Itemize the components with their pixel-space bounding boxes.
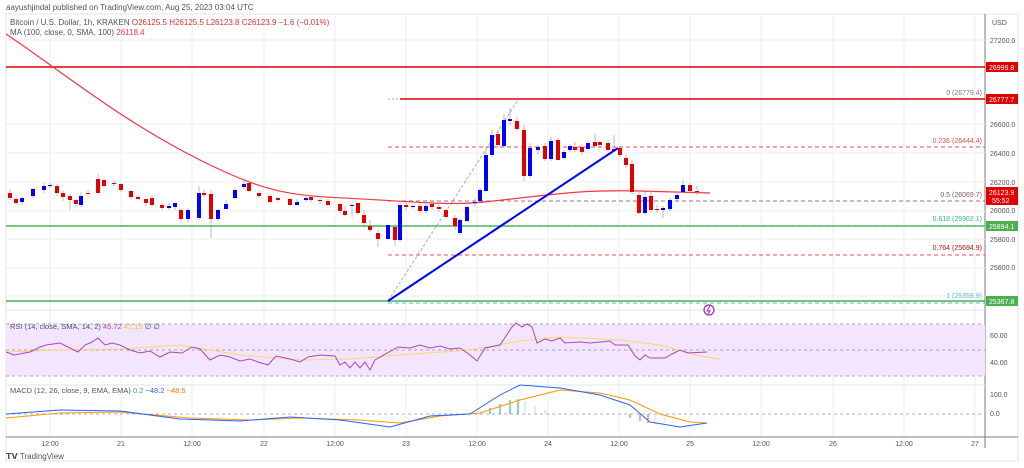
svg-text:12:00: 12:00	[752, 441, 770, 448]
macd-signal-value: −48.5	[166, 386, 186, 395]
svg-text:26123.9: 26123.9	[989, 190, 1014, 197]
svg-text:26777.7: 26777.7	[989, 97, 1014, 104]
rsi-line	[5, 322, 708, 372]
svg-text:40.00: 40.00	[990, 360, 1008, 367]
svg-text:25367.8: 25367.8	[989, 299, 1014, 306]
svg-text:0.0: 0.0	[990, 411, 1000, 418]
svg-text:12:00: 12:00	[183, 441, 201, 448]
svg-text:26: 26	[829, 441, 837, 448]
fib-label-0: 0 (26779.4)	[946, 90, 982, 97]
svg-text:21: 21	[117, 441, 125, 448]
macd-line	[5, 384, 708, 428]
chart-legend: Bitcoin / U.S. Dollar, 1h, KRAKEN O26125…	[10, 18, 329, 38]
tradingview-logo[interactable]: 𝗧𝗩 TradingView	[6, 452, 64, 461]
symbol-label: Bitcoin / U.S. Dollar, 1h, KRAKEN	[10, 18, 130, 27]
time-axis: 12:00 21 12:00 22 12:00 23 12:00 24 12:0…	[41, 441, 979, 448]
rsi-sma-line	[5, 336, 721, 361]
svg-text:55:52: 55:52	[992, 198, 1010, 205]
ma-label: MA (100, close, 0, SMA, 100)	[10, 28, 115, 37]
svg-text:25: 25	[686, 441, 694, 448]
svg-text:27200.0: 27200.0	[990, 38, 1015, 45]
rsi-sma-value: 41.15	[123, 322, 143, 331]
fib-label-1: 1 (25359.9)	[946, 293, 982, 300]
svg-text:USD: USD	[992, 20, 1007, 27]
svg-text:25894.1: 25894.1	[989, 224, 1014, 231]
ma-value: 26118.4	[116, 28, 145, 37]
svg-text:100.0: 100.0	[990, 392, 1008, 399]
svg-text:26400.0: 26400.0	[990, 151, 1015, 158]
fib-label-0764: 0.764 (25694.9)	[933, 245, 982, 252]
publish-caption: aayushjindal published on TradingView.co…	[6, 3, 254, 12]
price-axis: USD 27200.0 26600.0 26400.0 26200.0 2600…	[990, 20, 1015, 418]
candlesticks	[8, 108, 699, 247]
svg-text:25800.0: 25800.0	[990, 237, 1015, 244]
svg-text:27: 27	[971, 441, 979, 448]
rsi-legend: RSI (14, close, SMA, 14, 2) 45.72 41.15 …	[10, 322, 160, 331]
svg-text:12:00: 12:00	[41, 441, 59, 448]
fib-label-0236: 0.236 (26444.4)	[933, 138, 982, 145]
svg-text:12:00: 12:00	[326, 441, 344, 448]
fib-label-0618: 0.618 (25902.1)	[933, 216, 982, 223]
fibonacci-retracement	[388, 146, 985, 304]
svg-text:60.00: 60.00	[990, 333, 1008, 340]
svg-text:24: 24	[544, 441, 552, 448]
price-tags: 26999.8 26777.7 26123.9 55:52 25894.1 25…	[986, 62, 1018, 306]
rsi-value: 45.72	[102, 322, 122, 331]
macd-hist-value: 0.2	[132, 386, 144, 395]
tv-logo-icon: 𝗧𝗩	[6, 452, 18, 461]
macd-legend: MACD (12, 26, close, 9, EMA, EMA) 0.2 −4…	[10, 386, 186, 395]
svg-text:12:00: 12:00	[468, 441, 486, 448]
bullish-trendline	[387, 147, 619, 302]
svg-text:12:00: 12:00	[895, 441, 913, 448]
fib-labels: 0 (26779.4) 0.236 (26444.4) 0.5 (26069.7…	[933, 90, 982, 300]
ma100-line	[5, 33, 711, 205]
svg-text:26000.0: 26000.0	[990, 208, 1015, 215]
svg-text:26200.0: 26200.0	[990, 180, 1015, 187]
fib-label-05: 0.5 (26069.7)	[940, 192, 982, 199]
svg-text:23: 23	[402, 441, 410, 448]
svg-text:22: 22	[260, 441, 268, 448]
macd-value: −48.2	[145, 386, 165, 395]
event-lightning-icon	[703, 304, 715, 316]
ohlc-values: O26125.5 H26125.5 L26123.8 C26123.9 −1.6…	[131, 18, 330, 27]
svg-text:26600.0: 26600.0	[990, 122, 1015, 129]
svg-text:12:00: 12:00	[610, 441, 628, 448]
svg-text:26999.8: 26999.8	[989, 65, 1014, 72]
svg-text:25600.0: 25600.0	[990, 265, 1015, 272]
